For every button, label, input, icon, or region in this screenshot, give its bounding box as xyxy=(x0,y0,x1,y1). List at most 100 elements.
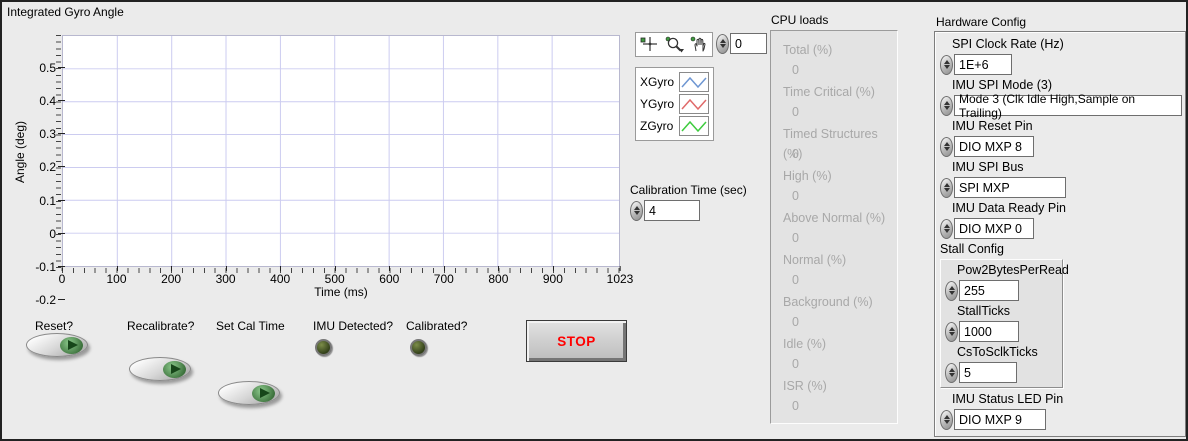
pow2bytes-field[interactable]: 255 xyxy=(959,280,1019,301)
legend-line-sample[interactable] xyxy=(679,116,709,136)
stallticks-control: StallTicks 1000 xyxy=(945,303,1062,342)
cpu-item-background: Background (%) 0 xyxy=(771,292,897,334)
legend-item-zgyro[interactable]: ZGyro xyxy=(640,115,709,137)
calibrated-led-indicator xyxy=(410,339,427,356)
cursor-tool-icon[interactable] xyxy=(639,36,659,53)
cpu-item-label: Total (%) xyxy=(783,43,833,57)
cstosclkticks-field[interactable]: 5 xyxy=(959,362,1017,383)
hardware-config-title: Hardware Config xyxy=(936,15,1027,29)
x-axis-label: Time (ms) xyxy=(314,285,368,299)
stall-config-title: Stall Config xyxy=(940,242,1004,256)
stallticks-field[interactable]: 1000 xyxy=(959,321,1019,342)
cpu-item-timed-structures: Timed Structures (%) 0 xyxy=(771,124,897,166)
x-tick: 200 xyxy=(161,266,182,286)
reset-label: Reset? xyxy=(35,319,74,333)
play-arrow-icon xyxy=(171,364,181,374)
cpu-item-value: 0 xyxy=(792,105,799,119)
legend-line-sample[interactable] xyxy=(679,72,709,92)
imu-spi-bus-label: IMU SPI Bus xyxy=(952,160,1024,174)
imu-spi-mode-field[interactable]: Mode 3 (Clk Idle High,Sample on Trailing… xyxy=(954,92,1182,120)
pan-hand-tool-icon[interactable] xyxy=(689,36,709,53)
y-axis-label: Angle (deg) xyxy=(13,120,27,184)
cpu-item-high: High (%) 0 xyxy=(771,166,897,208)
history-value-field[interactable]: 0 xyxy=(730,33,767,54)
chart-gridlines xyxy=(63,36,619,266)
calibration-time-label: Calibration Time (sec) xyxy=(630,183,747,197)
spi-mode-spin-buttons[interactable] xyxy=(940,95,953,116)
cpu-item-time-critical: Time Critical (%) 0 xyxy=(771,82,897,124)
cpu-item-total: Total (%) 0 xyxy=(771,40,897,82)
calibration-value-field[interactable]: 4 xyxy=(644,200,700,221)
cpu-item-isr: ISR (%) 0 xyxy=(771,376,897,418)
imu-detected-label: IMU Detected? xyxy=(313,319,394,333)
imu-status-led-pin-field[interactable]: DIO MXP 9 xyxy=(954,409,1046,430)
imu-status-led-pin-label: IMU Status LED Pin xyxy=(952,392,1064,406)
x-tick: 400 xyxy=(270,266,291,286)
imu-spi-bus-field[interactable]: SPI MXP xyxy=(954,177,1066,198)
imu-spi-bus-control: IMU SPI Bus SPI MXP xyxy=(940,159,1185,198)
stop-button[interactable]: STOP xyxy=(526,320,627,362)
x-tick: 600 xyxy=(379,266,400,286)
x-axis-tick-labels: 0 100 200 300 400 500 600 700 800 900 10… xyxy=(59,266,633,288)
set-cal-time-button[interactable] xyxy=(218,381,280,405)
data-ready-spin-buttons[interactable] xyxy=(940,218,953,239)
cpu-item-value: 0 xyxy=(792,189,799,203)
imu-reset-pin-label: IMU Reset Pin xyxy=(952,119,1033,133)
status-led-spin-buttons[interactable] xyxy=(940,409,953,430)
cstosclkticks-control: CsToSclkTicks 5 xyxy=(945,344,1062,383)
cpu-item-label: Idle (%) xyxy=(783,337,827,351)
graph-palette xyxy=(635,32,713,57)
x-tick: 500 xyxy=(324,266,345,286)
cpu-item-value: 0 xyxy=(792,315,799,329)
y-axis-tick-labels: 0.5 0.4 0.3 0.2 0.1 0 -0.1 -0.2 xyxy=(18,35,65,307)
cstosclkticks-label: CsToSclkTicks xyxy=(957,345,1038,359)
imu-reset-pin-field[interactable]: DIO MXP 8 xyxy=(954,136,1034,157)
play-arrow-icon xyxy=(68,340,78,350)
imu-status-led-pin-control: IMU Status LED Pin DIO MXP 9 xyxy=(940,391,1185,430)
recalibrate-button[interactable] xyxy=(129,357,191,381)
cpu-item-value: 0 xyxy=(792,147,799,161)
y-tick: 0.3 xyxy=(39,127,65,141)
set-cal-time-label: Set Cal Time xyxy=(216,319,285,333)
reset-pin-spin-buttons[interactable] xyxy=(940,136,953,157)
legend-label: ZGyro xyxy=(640,119,674,133)
imu-data-ready-pin-control: IMU Data Ready Pin DIO MXP 0 xyxy=(940,200,1185,239)
y-tick: 0 xyxy=(49,227,65,241)
legend-label: XGyro xyxy=(640,75,675,89)
cpu-item-value: 0 xyxy=(792,399,799,413)
spi-clock-spin-buttons[interactable] xyxy=(940,54,953,75)
imu-spi-mode-label: IMU SPI Mode (3) xyxy=(952,78,1053,92)
calibration-spin-buttons[interactable] xyxy=(630,200,643,221)
cpu-loads-title: CPU loads xyxy=(771,13,829,27)
x-axis-minor-ticks xyxy=(62,268,621,273)
cpu-item-label: High (%) xyxy=(783,169,832,183)
legend-line-sample[interactable] xyxy=(679,94,709,114)
legend-item-ygyro[interactable]: YGyro xyxy=(640,93,709,115)
cpu-item-normal: Normal (%) 0 xyxy=(771,250,897,292)
imu-data-ready-pin-field[interactable]: DIO MXP 0 xyxy=(954,218,1034,239)
legend-item-xgyro[interactable]: XGyro xyxy=(640,71,709,93)
pow2bytes-label: Pow2BytesPerRead xyxy=(957,263,1069,277)
y-tick: 0.2 xyxy=(39,160,65,174)
zoom-tool-icon[interactable] xyxy=(664,36,684,53)
reset-button[interactable] xyxy=(26,333,88,357)
cpu-item-label: Timed Structures (%) xyxy=(783,127,878,161)
cstosclk-spin-buttons[interactable] xyxy=(945,362,958,383)
imu-detected-led-indicator xyxy=(315,339,332,356)
cpu-item-above-normal: Above Normal (%) 0 xyxy=(771,208,897,250)
cpu-item-label: ISR (%) xyxy=(783,379,827,393)
spi-clock-rate-field[interactable]: 1E+6 xyxy=(954,54,1012,75)
cpu-loads-panel: Total (%) 0 Time Critical (%) 0 Timed St… xyxy=(770,30,898,424)
spi-bus-spin-buttons[interactable] xyxy=(940,177,953,198)
history-spin-buttons[interactable] xyxy=(716,33,729,54)
pow2bytes-spin-buttons[interactable] xyxy=(945,280,958,301)
imu-data-ready-pin-label: IMU Data Ready Pin xyxy=(952,201,1066,215)
stallticks-spin-buttons[interactable] xyxy=(945,321,958,342)
y-axis-minor-ticks xyxy=(56,35,61,268)
cpu-item-label: Above Normal (%) xyxy=(783,211,886,225)
cpu-item-value: 0 xyxy=(792,273,799,287)
cpu-item-value: 0 xyxy=(792,231,799,245)
recalibrate-label: Recalibrate? xyxy=(127,319,195,333)
stallticks-label: StallTicks xyxy=(957,304,1011,318)
